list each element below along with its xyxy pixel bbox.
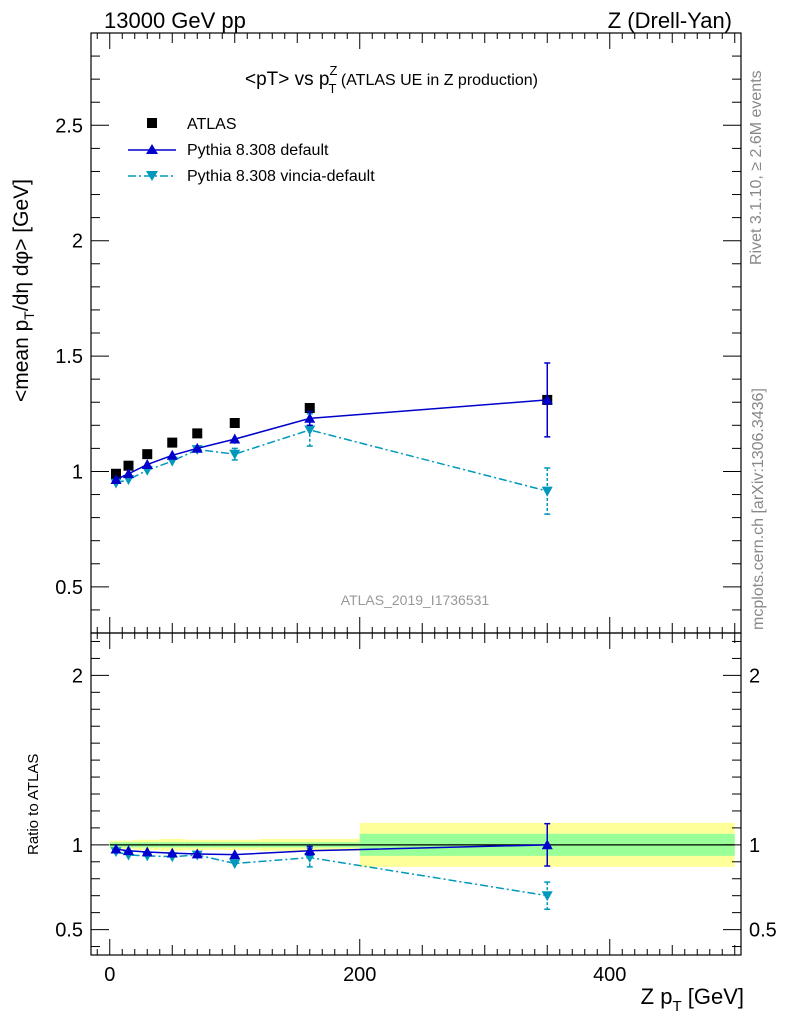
pythia-default-ratio-point [166, 847, 178, 858]
title-suffix: (ATLAS UE in Z production) [336, 72, 538, 89]
process-label: Z (Drell-Yan) [608, 8, 732, 33]
xlabel-prefix: Z p [641, 984, 673, 1009]
vincia-main-point [304, 425, 316, 436]
atlas-main-point [229, 418, 240, 428]
pythia-default-main-point [541, 394, 553, 405]
pythia-default-ratio-point [110, 843, 122, 854]
legend-entry-atlas: ATLAS [147, 116, 237, 133]
pythia-default-ratio-point [123, 845, 134, 856]
legend-label-pythia-default: Pythia 8.308 default [187, 142, 329, 159]
pythia-default-main-point [123, 468, 134, 479]
ratio-y-tick-label: 0.5 [55, 920, 83, 942]
main-panel-marks [110, 362, 553, 515]
legend: ATLAS Pythia 8.308 default Pythia 8.308 … [128, 116, 375, 185]
pythia-default-main-point [166, 449, 178, 460]
pythia-default-main-point [110, 474, 122, 484]
atlas-main-point [192, 428, 203, 439]
ratio-uncertainty-bands [109, 822, 735, 867]
main-y-tick-label: 0.5 [55, 577, 83, 599]
legend-entry-pythia-default: Pythia 8.308 default [128, 142, 329, 159]
legend-label-vincia: Pythia 8.308 vincia-default [187, 168, 375, 185]
rivet-label: Rivet 3.1.10, ≥ 2.6M events [748, 70, 765, 265]
legend-entry-vincia: Pythia 8.308 vincia-default [128, 168, 375, 185]
mcplots-label: mcplots.cern.ch [arXiv:1306.3436] [750, 388, 767, 630]
vincia-main-point [541, 486, 553, 497]
atlas-main-point [123, 460, 134, 471]
pythia-default-main-point [229, 433, 241, 444]
legend-marker-pythia-default [146, 144, 158, 154]
vincia-main-point [229, 449, 241, 460]
atlas-main-point [167, 437, 178, 448]
x-tick-label: 400 [593, 964, 626, 986]
pythia-default-main-line [115, 399, 548, 481]
energy-label: 13000 GeV pp [104, 8, 246, 33]
axis-ticks: 0 200 400 0.5 1 1.5 2 2.5 0.5 0.5 1 1 2 2 [55, 32, 777, 986]
pythia-default-main-point [191, 442, 203, 453]
pythia-default-main-point [141, 459, 153, 469]
pythia-default-ratio-point [541, 839, 553, 850]
atlas-main-point [304, 403, 315, 413]
ratio-y-tick-label-right: 1 [749, 835, 760, 857]
title-prefix: <pT> vs p [245, 69, 330, 90]
vincia-ratio-point [541, 891, 553, 902]
pythia-default-ratio-point [304, 845, 316, 856]
pythia-default-ratio-point [141, 846, 153, 857]
atlas-main-point [142, 449, 153, 460]
x-axis-label: Z pT [GeV] [641, 984, 744, 1015]
legend-marker-atlas [147, 118, 157, 128]
main-y-tick-label: 2 [72, 231, 83, 253]
ratio-y-axis-label: Ratio to ATLAS [25, 754, 42, 855]
xlabel-sub: T [672, 998, 681, 1015]
legend-label-atlas: ATLAS [187, 116, 237, 133]
title-sub: T [328, 81, 336, 96]
title-sup: Z [330, 63, 338, 78]
main-title: <pT> vs pZ T (ATLAS UE in Z production) [245, 63, 538, 96]
xlabel-suffix: [GeV] [682, 984, 744, 1009]
ratio-y-tick-label-right: 0.5 [749, 920, 777, 942]
x-tick-label: 200 [343, 964, 376, 986]
analysis-watermark: ATLAS_2019_I1736531 [341, 592, 490, 608]
ratio-frame [90, 632, 742, 956]
x-tick-label: 0 [104, 964, 115, 986]
pythia-default-ratio-point [229, 849, 241, 860]
atlas-main-point [111, 468, 121, 479]
ylabel-middle: /dη dφ> [GeV] [10, 179, 33, 311]
ratio-y-tick-label-right: 2 [749, 665, 760, 687]
ratio-panel-marks [110, 822, 553, 910]
legend-marker-vincia [146, 171, 158, 181]
ratio-y-tick-label: 2 [72, 665, 83, 687]
main-y-tick-label: 2.5 [55, 115, 83, 137]
ratio-y-tick-label: 1 [72, 835, 83, 857]
vincia-ratio-point [229, 859, 241, 869]
pythia-default-ratio-point [191, 848, 203, 859]
pythia-default-main-point [304, 412, 316, 423]
main-y-tick-label: 1 [72, 461, 83, 483]
ylabel-prefix: <mean p [10, 320, 33, 402]
main-y-axis-label: <mean pT/dη dφ> [GeV] [10, 179, 37, 402]
vincia-main-line [115, 429, 548, 492]
main-y-tick-label: 1.5 [55, 346, 83, 368]
ylabel-sub: T [21, 311, 37, 320]
